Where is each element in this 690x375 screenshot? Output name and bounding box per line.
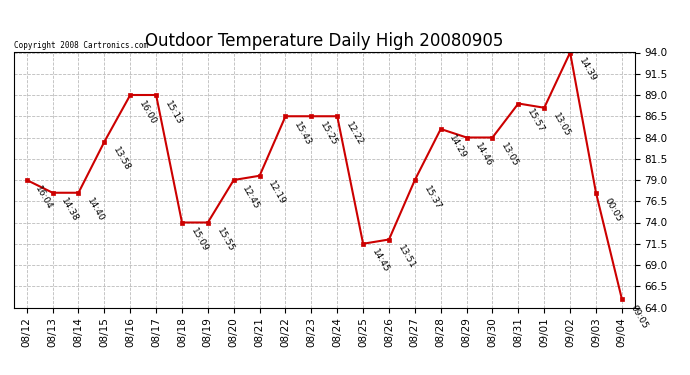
- Text: 09:05: 09:05: [629, 303, 649, 330]
- Text: 12:22: 12:22: [344, 120, 365, 147]
- Text: Copyright 2008 Cartronics.com: Copyright 2008 Cartronics.com: [14, 41, 148, 50]
- Text: 13:51: 13:51: [396, 244, 417, 271]
- Text: 16:00: 16:00: [137, 99, 158, 126]
- Text: 14:46: 14:46: [473, 142, 494, 168]
- Text: 15:09: 15:09: [189, 226, 210, 254]
- Text: 15:37: 15:37: [422, 184, 442, 211]
- Text: 16:04: 16:04: [34, 184, 55, 211]
- Text: 14:45: 14:45: [370, 248, 391, 274]
- Text: 12:19: 12:19: [266, 180, 287, 207]
- Text: 15:25: 15:25: [318, 120, 339, 147]
- Text: 14:29: 14:29: [448, 133, 469, 160]
- Text: 13:58: 13:58: [111, 146, 132, 173]
- Text: 14:39: 14:39: [577, 57, 598, 84]
- Text: 15:13: 15:13: [163, 99, 184, 126]
- Text: 14:40: 14:40: [86, 197, 106, 223]
- Text: 15:57: 15:57: [525, 108, 546, 135]
- Title: Outdoor Temperature Daily High 20080905: Outdoor Temperature Daily High 20080905: [145, 32, 504, 50]
- Text: 15:43: 15:43: [293, 120, 313, 147]
- Text: 13:05: 13:05: [551, 112, 572, 139]
- Text: 12:45: 12:45: [241, 184, 262, 211]
- Text: 00:05: 00:05: [603, 197, 624, 224]
- Text: 15:55: 15:55: [215, 226, 235, 254]
- Text: 13:05: 13:05: [500, 142, 520, 169]
- Text: 14:38: 14:38: [59, 197, 80, 224]
